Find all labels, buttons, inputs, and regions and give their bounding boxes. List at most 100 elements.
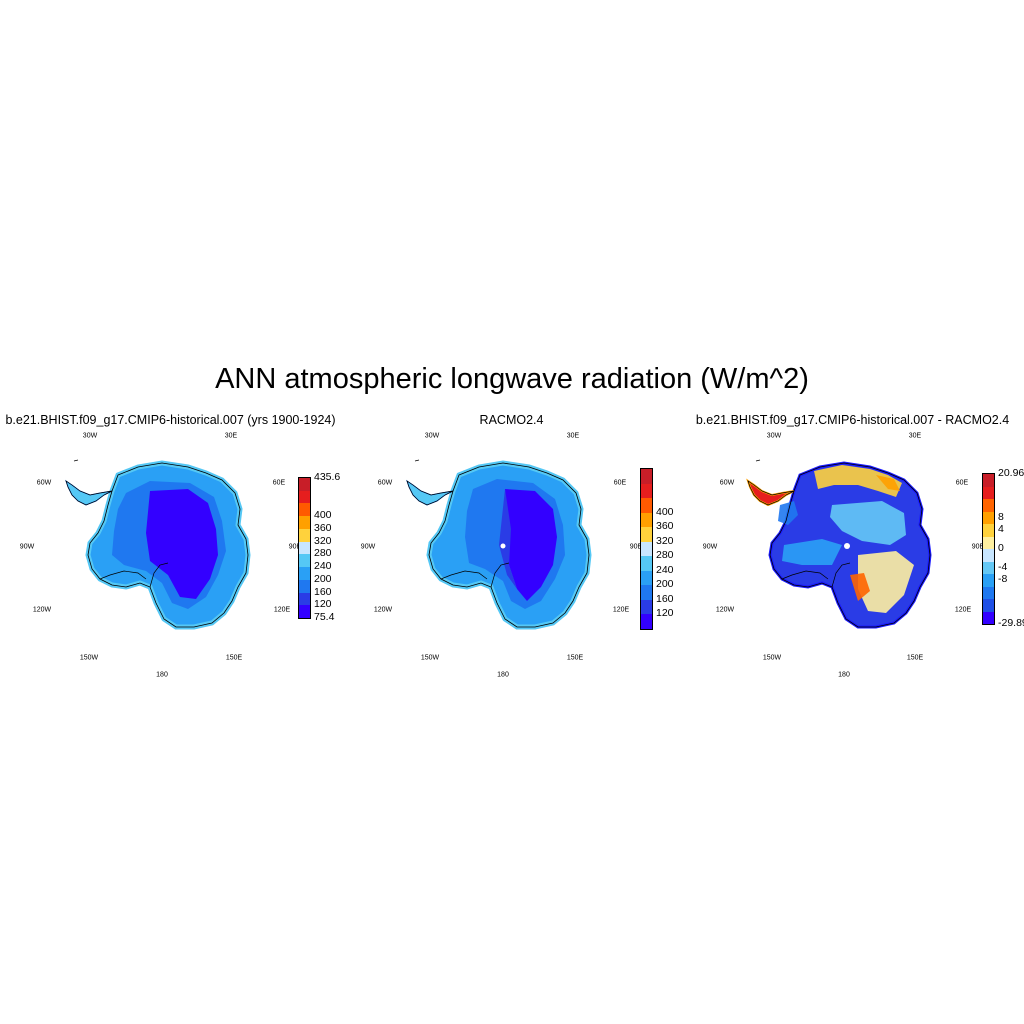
colorbar-segment	[982, 585, 995, 599]
lon-label-30e: 30E	[908, 432, 922, 440]
colorbar-label: 435.6	[314, 471, 341, 483]
colorbar-segment	[298, 515, 311, 529]
ice-shelf-line	[440, 570, 488, 580]
ice-shelf-line	[99, 570, 147, 580]
colorbar-label: 280	[656, 549, 674, 562]
colorbar-segment	[298, 566, 311, 580]
antarctica-map	[746, 459, 932, 629]
colorbar-label: 0	[998, 542, 1004, 554]
colorbar-segment	[982, 610, 995, 625]
colorbar-label: 320	[656, 534, 674, 547]
colorbar-segment	[640, 584, 653, 600]
south-pole-hole	[844, 543, 850, 549]
colorbar-segment	[298, 527, 311, 542]
colorbar-segment	[298, 477, 311, 491]
colorbar-label: 120	[656, 607, 674, 620]
ice-shelf-line	[149, 562, 169, 588]
lon-label-60e: 60E	[955, 479, 969, 487]
colorbar-segment	[640, 613, 653, 630]
lon-label-180: 180	[838, 671, 850, 679]
colorbar-segment	[982, 535, 995, 549]
colorbar-segment	[640, 598, 653, 615]
anomaly-patch	[782, 539, 842, 565]
lon-label-30e: 30E	[224, 432, 238, 440]
colorbar-segment	[640, 540, 653, 557]
ice-zone-interior	[146, 489, 218, 599]
peninsula-coastline	[747, 480, 795, 506]
colorbar-label: 280	[314, 547, 332, 560]
colorbar-segment	[982, 498, 995, 512]
coastline	[769, 462, 931, 628]
anomaly-patch	[850, 573, 870, 601]
panel-difference: b.e21.BHIST.f09_g17.CMIP6-historical.007…	[682, 405, 1024, 690]
peninsula-coastline	[65, 480, 113, 506]
lon-label-120e: 120E	[273, 606, 291, 614]
peninsula	[746, 478, 795, 507]
colorbar-segment	[298, 489, 311, 504]
lon-label-120w: 120W	[32, 606, 52, 614]
ice-zone-transition	[499, 489, 517, 589]
figure-title: ANN atmospheric longwave radiation (W/m^…	[215, 363, 809, 395]
colorbar-label: 8	[998, 510, 1004, 523]
colorbar-label: 160	[314, 585, 332, 598]
colorbar-label: 360	[314, 521, 332, 534]
colorbar-segment	[298, 540, 311, 555]
colorbar-segment	[982, 560, 995, 574]
anomaly-patch	[876, 475, 900, 491]
lon-label-90e: 90E	[971, 543, 985, 551]
panel-title: b.e21.BHIST.f09_g17.CMIP6-historical.007…	[695, 413, 1010, 427]
panel-reference: RACMO2.4 30W 30E 60W 60E 90W 90E 120W 12…	[341, 405, 682, 690]
lon-label-30e: 30E	[566, 432, 580, 440]
anomaly-patch	[858, 551, 914, 613]
antarctica-map	[65, 459, 251, 630]
panel-title: b.e21.BHIST.f09_g17.CMIP6-historical.007…	[5, 413, 336, 427]
ice-zone-interior	[505, 489, 557, 601]
colorbar-label: 200	[314, 572, 332, 585]
lon-label-180: 180	[497, 671, 509, 679]
lon-label-60w: 60W	[36, 479, 52, 487]
colorbar-segment	[982, 523, 995, 537]
anomaly-patch	[814, 465, 902, 497]
colorbar-segment	[640, 526, 653, 542]
lon-label-180: 180	[156, 671, 168, 679]
peninsula-coastline	[406, 480, 454, 506]
lon-label-150e: 150E	[566, 654, 584, 662]
lon-label-120e: 120E	[954, 606, 972, 614]
lon-label-150e: 150E	[906, 654, 924, 662]
colorbar-label: 160	[656, 592, 674, 605]
colorbar-segment	[640, 569, 653, 586]
coastline	[87, 462, 249, 628]
colorbar-label: 360	[656, 520, 674, 533]
lon-label-120w: 120W	[715, 606, 735, 614]
anomaly-patch	[830, 501, 906, 545]
lon-label-150e: 150E	[225, 654, 243, 662]
lon-label-150w: 150W	[79, 654, 99, 662]
lon-label-90w: 90W	[19, 543, 35, 551]
island-mark	[755, 459, 761, 462]
colorbar-segment	[640, 482, 653, 499]
colorbar-segment	[982, 473, 995, 487]
panel-model: b.e21.BHIST.f09_g17.CMIP6-historical.007…	[0, 405, 341, 690]
colorbar-segment	[298, 591, 311, 606]
colorbar-label: 120	[314, 598, 332, 611]
colorbar-segment	[640, 555, 653, 571]
colorbar-label: 20.96	[998, 467, 1024, 479]
colorbar-segment	[640, 511, 653, 528]
colorbar-label: 400	[656, 505, 674, 518]
colorbar-label: 4	[998, 523, 1004, 536]
ice-shelf-line	[831, 562, 851, 588]
island-mark	[73, 459, 79, 462]
colorbar-label: 240	[656, 563, 674, 576]
colorbar-segment	[298, 578, 311, 593]
colorbar-segment	[640, 468, 653, 484]
lon-label-60w: 60W	[719, 479, 735, 487]
lon-label-150w: 150W	[762, 654, 782, 662]
lon-label-60w: 60W	[377, 479, 393, 487]
south-pole-hole	[500, 543, 506, 549]
lon-label-120w: 120W	[373, 606, 393, 614]
antarctica-map	[406, 459, 592, 630]
lon-label-90w: 90W	[702, 543, 718, 551]
island-mark	[414, 459, 420, 462]
lon-label-60e: 60E	[272, 479, 286, 487]
colorbar-segment	[298, 604, 311, 619]
